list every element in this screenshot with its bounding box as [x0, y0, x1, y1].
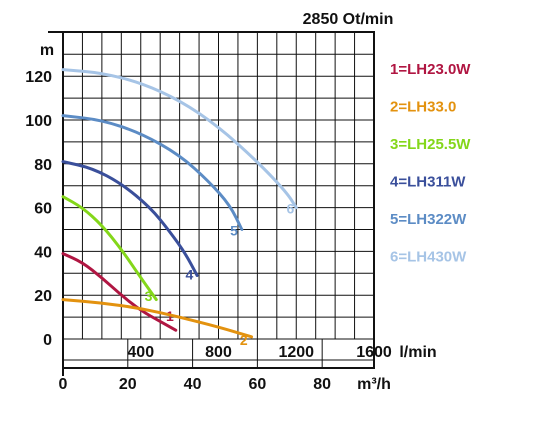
series-curve-3	[61, 195, 158, 302]
series-curve-4	[61, 160, 199, 277]
legend-entry-4: 4=LH311W	[390, 174, 466, 191]
x2-tick-label: 80	[313, 376, 331, 393]
grid	[63, 32, 374, 368]
x-tick-label: 1600	[356, 344, 392, 361]
y-tick-label: 120	[25, 69, 52, 86]
x2-tick-label: 60	[248, 376, 266, 393]
series-label-3: 3	[145, 288, 153, 304]
x-tick-label: 1200	[278, 344, 314, 361]
x-axis-label: l/min	[399, 344, 436, 361]
series-label-4: 4	[185, 266, 193, 282]
x2-tick-label: 20	[119, 376, 137, 393]
series-label-6: 6	[287, 201, 295, 217]
x2-tick-label: 0	[59, 376, 68, 393]
tick-labels: 0 20 40 60 80 100 120 400 800 1200 1600 0 20 40 60 80	[25, 69, 392, 393]
x2-axis-label: m³/h	[357, 376, 391, 393]
plot-frame	[48, 31, 375, 376]
legend-entry-3: 3=LH25.5W	[390, 136, 471, 153]
series-label-2: 2	[240, 332, 248, 348]
series-curve-5	[61, 114, 244, 231]
x2-tick-label: 40	[184, 376, 202, 393]
series-curve-1	[61, 252, 178, 332]
series-label-5: 5	[230, 223, 238, 239]
y-tick-label: 80	[34, 157, 52, 174]
series-curve-2	[61, 298, 254, 339]
x-tick-label: 800	[205, 344, 232, 361]
legend-entry-5: 5=LH322W	[390, 211, 467, 228]
y-tick-label: 0	[43, 332, 52, 349]
legend-entry-1: 1=LH23.0W	[390, 61, 471, 78]
legend-entry-6: 6=LH430W	[390, 249, 467, 266]
y-tick-label: 40	[34, 244, 52, 261]
y-tick-label: 60	[34, 201, 52, 218]
y-tick-label: 100	[25, 113, 52, 130]
plot-border	[62, 31, 375, 369]
legend-entry-2: 2=LH33.0	[390, 99, 456, 116]
chart-title: 2850 Ot/min	[303, 11, 394, 28]
series-curve-6	[61, 68, 298, 210]
legend: 1=LH23.0W 2=LH33.0 3=LH25.5W 4=LH311W 5=LH32…	[390, 61, 471, 266]
axis-labels: 2850 Ot/min m l/min m³/h	[40, 11, 437, 393]
y-axis-label: m	[40, 42, 54, 59]
x-tick-label: 400	[127, 344, 154, 361]
y-tick-label: 20	[34, 288, 52, 305]
